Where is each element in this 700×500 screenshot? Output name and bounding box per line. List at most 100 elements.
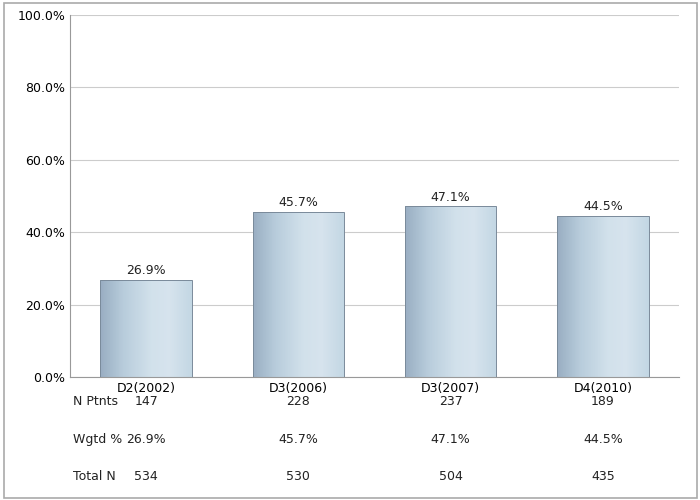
Bar	[406, 206, 407, 377]
Text: 26.9%: 26.9%	[126, 432, 166, 446]
Bar	[467, 206, 468, 377]
Bar	[160, 280, 162, 377]
Bar	[190, 280, 191, 377]
Bar	[603, 216, 604, 377]
Bar	[276, 212, 277, 377]
Bar	[290, 212, 292, 377]
Bar	[278, 212, 279, 377]
Bar	[191, 280, 192, 377]
Bar	[594, 216, 596, 377]
Text: 45.7%: 45.7%	[279, 196, 318, 208]
Bar	[421, 206, 422, 377]
Bar	[571, 216, 572, 377]
Bar	[167, 280, 169, 377]
Bar	[612, 216, 613, 377]
Bar	[253, 212, 344, 377]
Bar	[586, 216, 587, 377]
Bar	[303, 212, 304, 377]
Bar	[139, 280, 140, 377]
Bar	[326, 212, 328, 377]
Bar	[111, 280, 112, 377]
Bar	[494, 206, 495, 377]
Bar	[447, 206, 448, 377]
Bar	[339, 212, 340, 377]
Bar	[637, 216, 638, 377]
Bar	[282, 212, 284, 377]
Bar	[333, 212, 335, 377]
Bar	[415, 206, 416, 377]
Bar	[410, 206, 411, 377]
Bar	[105, 280, 106, 377]
Bar	[187, 280, 188, 377]
Bar	[299, 212, 300, 377]
Text: 44.5%: 44.5%	[583, 432, 623, 446]
Bar	[184, 280, 185, 377]
Bar	[454, 206, 455, 377]
Bar	[598, 216, 599, 377]
Bar	[626, 216, 627, 377]
Text: 147: 147	[134, 396, 158, 408]
Bar	[318, 212, 319, 377]
Bar	[625, 216, 626, 377]
Bar	[630, 216, 631, 377]
Bar	[576, 216, 577, 377]
Bar	[150, 280, 152, 377]
Bar	[273, 212, 274, 377]
Bar	[623, 216, 624, 377]
Bar	[593, 216, 594, 377]
Bar	[116, 280, 118, 377]
Bar	[600, 216, 601, 377]
Bar	[147, 280, 148, 377]
Text: 189: 189	[591, 396, 615, 408]
Bar	[302, 212, 303, 377]
Bar	[613, 216, 615, 377]
Bar	[182, 280, 183, 377]
Bar	[331, 212, 332, 377]
Bar	[183, 280, 184, 377]
Bar	[436, 206, 437, 377]
Bar	[322, 212, 323, 377]
Bar	[306, 212, 307, 377]
Bar	[305, 212, 306, 377]
Bar	[584, 216, 585, 377]
Bar	[141, 280, 143, 377]
Bar	[118, 280, 119, 377]
Bar	[261, 212, 262, 377]
Bar	[267, 212, 268, 377]
Bar	[298, 212, 300, 377]
Bar	[253, 212, 254, 377]
Bar	[104, 280, 105, 377]
Bar	[151, 280, 153, 377]
Bar	[131, 280, 132, 377]
Bar	[568, 216, 569, 377]
Bar	[181, 280, 182, 377]
Bar	[645, 216, 646, 377]
Bar	[609, 216, 610, 377]
Bar	[433, 206, 434, 377]
Text: Wgtd %: Wgtd %	[73, 432, 122, 446]
Bar	[127, 280, 128, 377]
Bar	[108, 280, 110, 377]
Bar	[341, 212, 342, 377]
Bar	[580, 216, 581, 377]
Bar	[635, 216, 636, 377]
Bar	[602, 216, 603, 377]
Bar	[482, 206, 484, 377]
Bar	[445, 206, 446, 377]
Bar	[588, 216, 589, 377]
Bar	[115, 280, 116, 377]
Bar	[449, 206, 450, 377]
Bar	[157, 280, 158, 377]
Bar	[470, 206, 471, 377]
Text: 44.5%: 44.5%	[583, 200, 623, 213]
Bar	[317, 212, 318, 377]
Bar	[484, 206, 485, 377]
Bar	[114, 280, 115, 377]
Bar	[297, 212, 298, 377]
Bar	[606, 216, 607, 377]
Bar	[166, 280, 167, 377]
Bar	[456, 206, 458, 377]
Bar	[618, 216, 619, 377]
Bar	[465, 206, 466, 377]
Bar	[622, 216, 623, 377]
